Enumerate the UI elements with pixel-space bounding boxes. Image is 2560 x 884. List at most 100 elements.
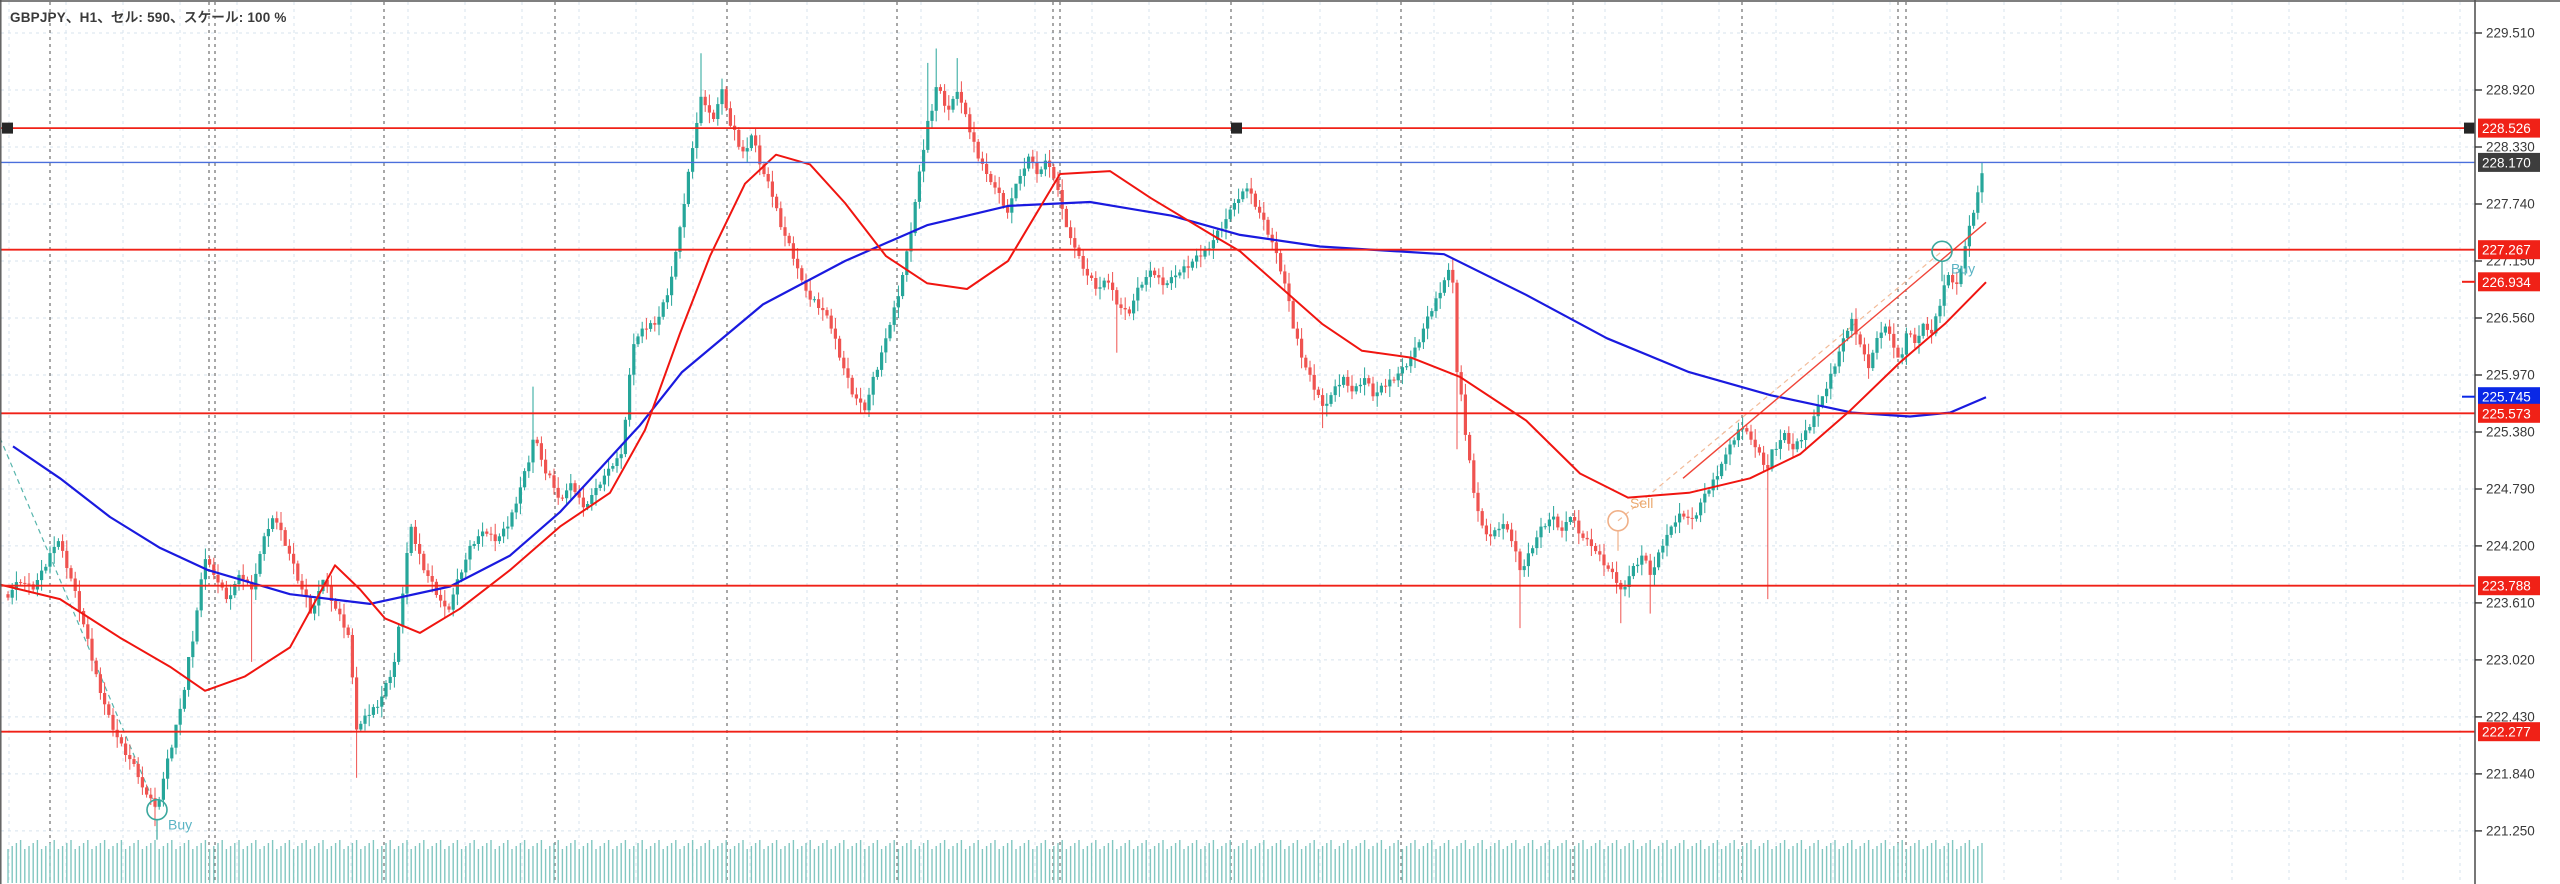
candle-body [1417, 342, 1421, 348]
candle-body [1892, 333, 1896, 348]
trendline[interactable] [1682, 221, 1987, 479]
candle-body [569, 483, 573, 491]
candle-body [23, 582, 27, 584]
candle-body [153, 798, 157, 807]
y-axis[interactable]: 229.510228.920228.330227.740227.150226.5… [2474, 0, 2535, 884]
candle-body [1942, 285, 1946, 306]
candle-body [1678, 513, 1682, 523]
candle-body [1140, 284, 1144, 288]
candle-body [1980, 173, 1984, 193]
candle-body [1157, 275, 1161, 278]
candle-body [1493, 530, 1497, 537]
candle-body [560, 497, 564, 499]
candle-body [1732, 440, 1736, 445]
candle-body [397, 626, 401, 662]
candle-body [959, 91, 963, 103]
price-badge-red [2478, 576, 2540, 596]
candle-body [926, 120, 930, 150]
candle-body [216, 574, 220, 583]
candle-body [1766, 465, 1770, 469]
candle-body [1228, 209, 1232, 220]
candle-body [1350, 385, 1354, 392]
candle-body [1829, 373, 1833, 389]
candle-body [1745, 428, 1749, 432]
candle-body [94, 660, 98, 675]
candle-body [632, 344, 636, 375]
candle-body [930, 110, 934, 121]
candle-body [1241, 191, 1245, 200]
candle-body [1938, 305, 1942, 317]
candle-body [1325, 403, 1329, 406]
candle-body [61, 541, 65, 551]
axis-tick-label: 225.970 [2486, 368, 2535, 383]
candle-body [1190, 261, 1194, 268]
candle-body [1526, 553, 1530, 567]
candle-body [1531, 548, 1535, 554]
candle-body [107, 704, 111, 715]
candle-body [409, 526, 413, 553]
candle-body [439, 594, 443, 601]
candle-body [1946, 275, 1950, 286]
day-separator-lines [49, 2, 1907, 884]
horizontal-price-lines[interactable] [1, 122, 2475, 733]
candle-body [674, 251, 678, 277]
grid-lines [1, 2, 2475, 884]
candle-body [418, 544, 422, 554]
candle-body [615, 458, 619, 466]
candle-body [1547, 519, 1551, 527]
candle-body [6, 594, 10, 598]
candle-body [808, 290, 812, 300]
candle-body [934, 87, 938, 111]
candle-body [1119, 304, 1123, 308]
candle-body [1972, 212, 1976, 226]
candle-body [1279, 253, 1283, 272]
candle-body [1098, 287, 1102, 289]
candle-body [287, 545, 291, 554]
candle-body [1925, 323, 1929, 330]
candle-body [1216, 230, 1220, 241]
moving-average-slow-blue [12, 200, 1987, 606]
candle-body [1245, 188, 1249, 192]
candle-body [1396, 373, 1400, 381]
candle-body [1552, 516, 1556, 520]
candle-body [888, 324, 892, 339]
candle-body [1253, 193, 1257, 207]
candle-body [262, 536, 266, 554]
candle-body [1909, 333, 1913, 335]
candle-body [497, 536, 501, 542]
candle-body [1787, 433, 1791, 444]
hline-selection-handle[interactable] [2, 122, 13, 134]
volume-bars [7, 840, 1983, 883]
price-badge-label: 225.745 [2482, 390, 2531, 405]
candle-body [556, 487, 560, 498]
candle-body [1577, 520, 1581, 534]
candle-body [1757, 447, 1761, 453]
candle-body [964, 102, 968, 115]
candle-body [1434, 298, 1438, 312]
candle-body [1594, 545, 1598, 552]
hline-selection-handle[interactable] [1231, 122, 1242, 134]
candle-body [636, 336, 640, 345]
candle-body [1951, 275, 1955, 283]
candle-body [401, 593, 405, 627]
candle-body [296, 563, 300, 581]
candle-body [149, 794, 153, 799]
candle-body [325, 579, 329, 587]
candle-body [1560, 527, 1564, 531]
candle-body [1123, 308, 1127, 310]
candle-body [19, 582, 23, 584]
hline-selection-handle[interactable] [2464, 122, 2475, 134]
candle-body [892, 307, 896, 325]
candle-body [254, 573, 258, 590]
candle-body [1085, 268, 1089, 276]
candle-body [359, 723, 363, 730]
candle-body [619, 454, 623, 459]
candle-body [686, 171, 690, 204]
candle-body [691, 148, 695, 172]
candle-body [350, 635, 354, 678]
candle-body [304, 589, 308, 597]
price-badge-red [2478, 722, 2540, 742]
candle-body [1018, 176, 1022, 184]
candle-body [1182, 266, 1186, 273]
